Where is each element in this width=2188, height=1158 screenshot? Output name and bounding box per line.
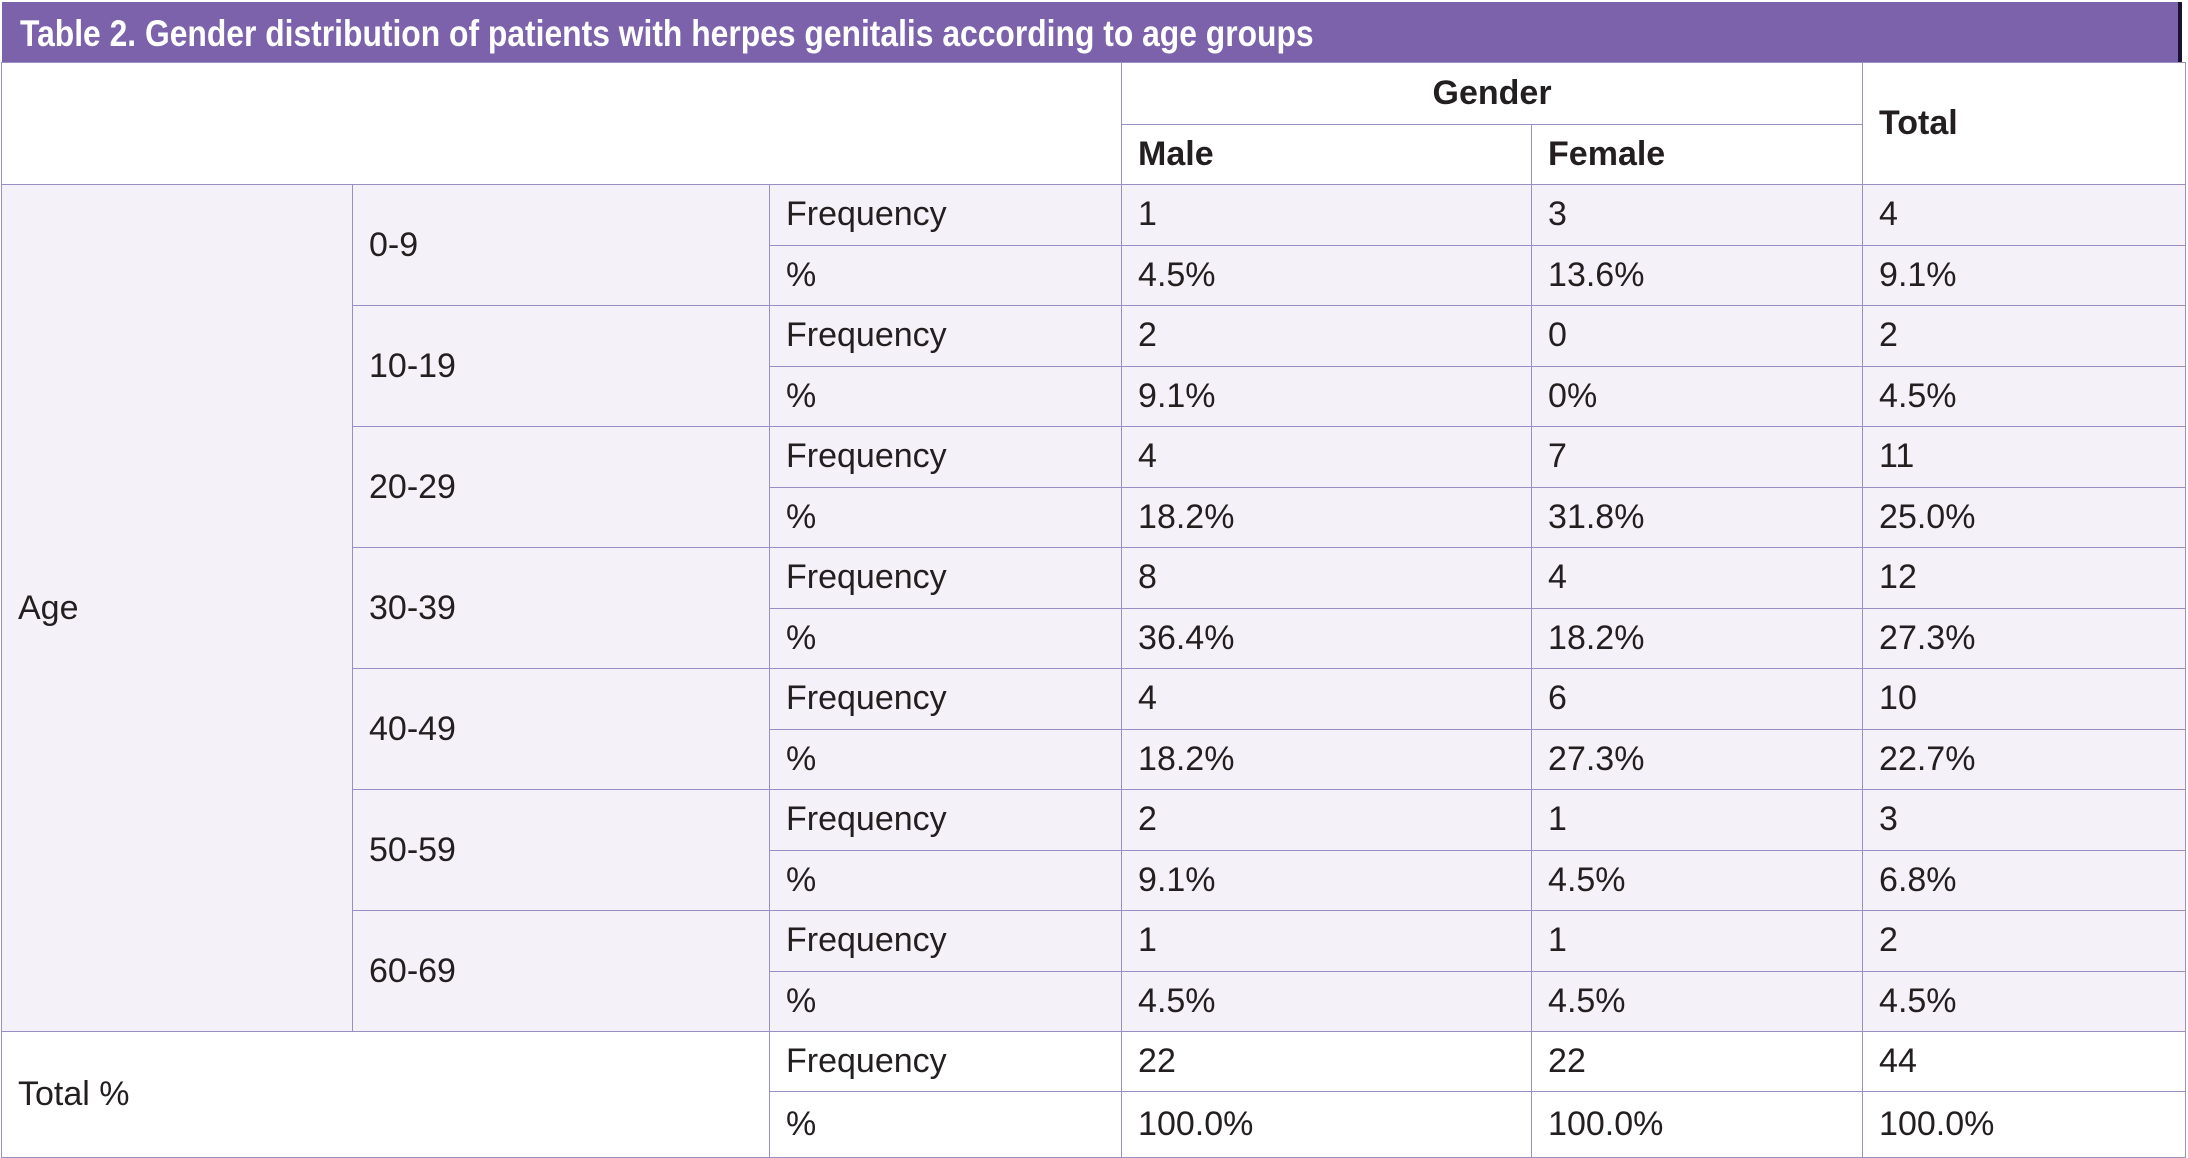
percent-female-cell: 4.5% xyxy=(1531,849,1864,911)
header-male: Male xyxy=(1121,124,1533,185)
gender-age-table: Gender Total Male Female Age 0-9 Frequency… xyxy=(0,62,2187,1158)
frequency-total-cell: 4 xyxy=(1862,184,2187,246)
age-group-cell: 30-39 xyxy=(352,547,770,669)
header-total: Total xyxy=(1862,62,2187,185)
percent-male-cell: 9.1% xyxy=(1121,365,1533,427)
total-frequency-total-cell: 44 xyxy=(1862,1031,2187,1092)
frequency-male-cell: 2 xyxy=(1121,789,1533,851)
table-row: % 4.5% 13.6% 9.1% xyxy=(2,244,2187,306)
frequency-male-cell: 4 xyxy=(1121,668,1533,730)
measure-label-cell: % xyxy=(768,607,1123,669)
frequency-total-cell: 10 xyxy=(1862,668,2187,730)
total-percent-male-cell: 100.0% xyxy=(1121,1091,1533,1158)
measure-label-cell: % xyxy=(768,970,1123,1032)
age-group-cell: 10-19 xyxy=(352,305,770,427)
measure-label-cell: Frequency xyxy=(768,184,1123,246)
percent-total-cell: 6.8% xyxy=(1862,849,2187,911)
percent-male-cell: 9.1% xyxy=(1121,849,1533,911)
frequency-male-cell: 1 xyxy=(1121,910,1533,972)
frequency-female-cell: 0 xyxy=(1531,305,1864,367)
header-blank-cell xyxy=(0,62,1123,185)
frequency-female-cell: 7 xyxy=(1531,426,1864,488)
measure-label-cell: % xyxy=(768,365,1123,427)
table-row: Age 0-9 Frequency 1 3 4 xyxy=(1,184,2187,1032)
table-row: 50-59 Frequency 2 1 3 xyxy=(2,789,2187,911)
frequency-male-cell: 1 xyxy=(1121,184,1533,246)
table-row: 30-39 Frequency 8 4 12 xyxy=(2,547,2187,669)
percent-male-cell: 18.2% xyxy=(1121,486,1533,548)
table-row: % 9.1% 0% 4.5% xyxy=(2,365,2187,427)
measure-label-cell: Frequency xyxy=(768,789,1123,851)
percent-total-cell: 4.5% xyxy=(1862,970,2187,1032)
measure-label-cell: Frequency xyxy=(768,305,1123,367)
percent-female-cell: 0% xyxy=(1531,365,1864,427)
percent-male-cell: 4.5% xyxy=(1121,244,1533,306)
header-gender: Gender xyxy=(1121,62,1864,125)
total-row: Total % Frequency 22 22 44 xyxy=(1,1031,2187,1158)
total-row: % 100.0% 100.0% 100.0% xyxy=(2,1091,2187,1158)
measure-label-cell: Frequency xyxy=(768,1031,1123,1092)
frequency-male-cell: 2 xyxy=(1121,305,1533,367)
measure-label-cell: Frequency xyxy=(768,910,1123,972)
percent-total-cell: 9.1% xyxy=(1862,244,2187,306)
frequency-total-cell: 2 xyxy=(1862,910,2187,972)
age-label-cell: Age xyxy=(1,184,353,1032)
measure-label-cell: Frequency xyxy=(768,547,1123,609)
frequency-total-cell: 11 xyxy=(1862,426,2187,488)
frequency-total-cell: 3 xyxy=(1862,789,2187,851)
percent-total-cell: 25.0% xyxy=(1862,486,2187,548)
age-group-cell: 0-9 xyxy=(352,184,770,306)
total-label-cell: Total % xyxy=(1,1031,770,1158)
table-row: 10-19 Frequency 2 0 2 xyxy=(2,305,2187,427)
percent-female-cell: 18.2% xyxy=(1531,607,1864,669)
percent-female-cell: 31.8% xyxy=(1531,486,1864,548)
table-row: 40-49 Frequency 4 6 10 xyxy=(2,668,2187,790)
percent-total-cell: 4.5% xyxy=(1862,365,2187,427)
percent-female-cell: 27.3% xyxy=(1531,728,1864,790)
measure-label-cell: % xyxy=(768,486,1123,548)
total-frequency-female-cell: 22 xyxy=(1531,1031,1864,1092)
percent-total-cell: 22.7% xyxy=(1862,728,2187,790)
frequency-female-cell: 3 xyxy=(1531,184,1864,246)
measure-label-cell: % xyxy=(768,849,1123,911)
age-group-cell: 50-59 xyxy=(352,789,770,911)
header-female: Female xyxy=(1531,124,1864,185)
table-row: % 4.5% 4.5% 4.5% xyxy=(2,970,2187,1032)
total-frequency-male-cell: 22 xyxy=(1121,1031,1533,1092)
percent-male-cell: 36.4% xyxy=(1121,607,1533,669)
frequency-male-cell: 8 xyxy=(1121,547,1533,609)
total-percent-female-cell: 100.0% xyxy=(1531,1091,1864,1158)
table-row: % 9.1% 4.5% 6.8% xyxy=(2,849,2187,911)
percent-total-cell: 27.3% xyxy=(1862,607,2187,669)
percent-male-cell: 18.2% xyxy=(1121,728,1533,790)
percent-male-cell: 4.5% xyxy=(1121,970,1533,1032)
age-group-cell: 20-29 xyxy=(352,426,770,548)
measure-label-cell: % xyxy=(768,1091,1123,1158)
frequency-total-cell: 12 xyxy=(1862,547,2187,609)
percent-female-cell: 4.5% xyxy=(1531,970,1864,1032)
table-title: Table 2. Gender distribution of patients… xyxy=(20,13,1314,54)
header-row-2: Male Female xyxy=(2,124,2186,185)
measure-label-cell: % xyxy=(768,244,1123,306)
total-percent-total-cell: 100.0% xyxy=(1862,1091,2187,1158)
age-group-cell: 60-69 xyxy=(352,910,770,1032)
frequency-female-cell: 1 xyxy=(1531,910,1864,972)
frequency-female-cell: 4 xyxy=(1531,547,1864,609)
age-group-cell: 40-49 xyxy=(352,668,770,790)
table-row: 20-29 Frequency 4 7 11 xyxy=(2,426,2187,548)
table-row: % 36.4% 18.2% 27.3% xyxy=(2,607,2187,669)
frequency-total-cell: 2 xyxy=(1862,305,2187,367)
frequency-male-cell: 4 xyxy=(1121,426,1533,488)
percent-female-cell: 13.6% xyxy=(1531,244,1864,306)
frequency-female-cell: 6 xyxy=(1531,668,1864,730)
table-title-bar: Table 2. Gender distribution of patients… xyxy=(2,2,2182,62)
header-row-1: Gender Total xyxy=(0,62,2187,185)
measure-label-cell: Frequency xyxy=(768,426,1123,488)
table-row: 60-69 Frequency 1 1 2 xyxy=(2,910,2187,1032)
table-row: % 18.2% 27.3% 22.7% xyxy=(2,728,2187,790)
measure-label-cell: Frequency xyxy=(768,668,1123,730)
measure-label-cell: % xyxy=(768,728,1123,790)
frequency-female-cell: 1 xyxy=(1531,789,1864,851)
